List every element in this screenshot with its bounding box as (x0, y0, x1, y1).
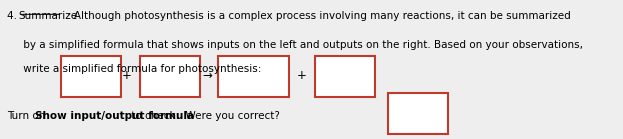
Text: Turn on: Turn on (7, 111, 48, 121)
Text: +: + (297, 69, 307, 82)
Text: Summarize: Summarize (18, 11, 77, 21)
FancyBboxPatch shape (62, 56, 121, 97)
Text: Show input/output formula: Show input/output formula (36, 111, 194, 121)
Text: →: → (202, 69, 212, 82)
FancyBboxPatch shape (218, 56, 288, 97)
Text: +: + (121, 69, 131, 82)
Text: : Although photosynthesis is a complex process involving many reactions, it can : : Although photosynthesis is a complex p… (67, 11, 571, 21)
Text: write a simplified formula for photosynthesis:: write a simplified formula for photosynt… (7, 64, 261, 74)
FancyBboxPatch shape (315, 56, 375, 97)
Text: by a simplified formula that shows inputs on the left and outputs on the right. : by a simplified formula that shows input… (7, 39, 583, 49)
Text: to check.  Were you correct?: to check. Were you correct? (128, 111, 280, 121)
FancyBboxPatch shape (140, 56, 200, 97)
FancyBboxPatch shape (388, 93, 448, 134)
Text: 4.: 4. (7, 11, 23, 21)
